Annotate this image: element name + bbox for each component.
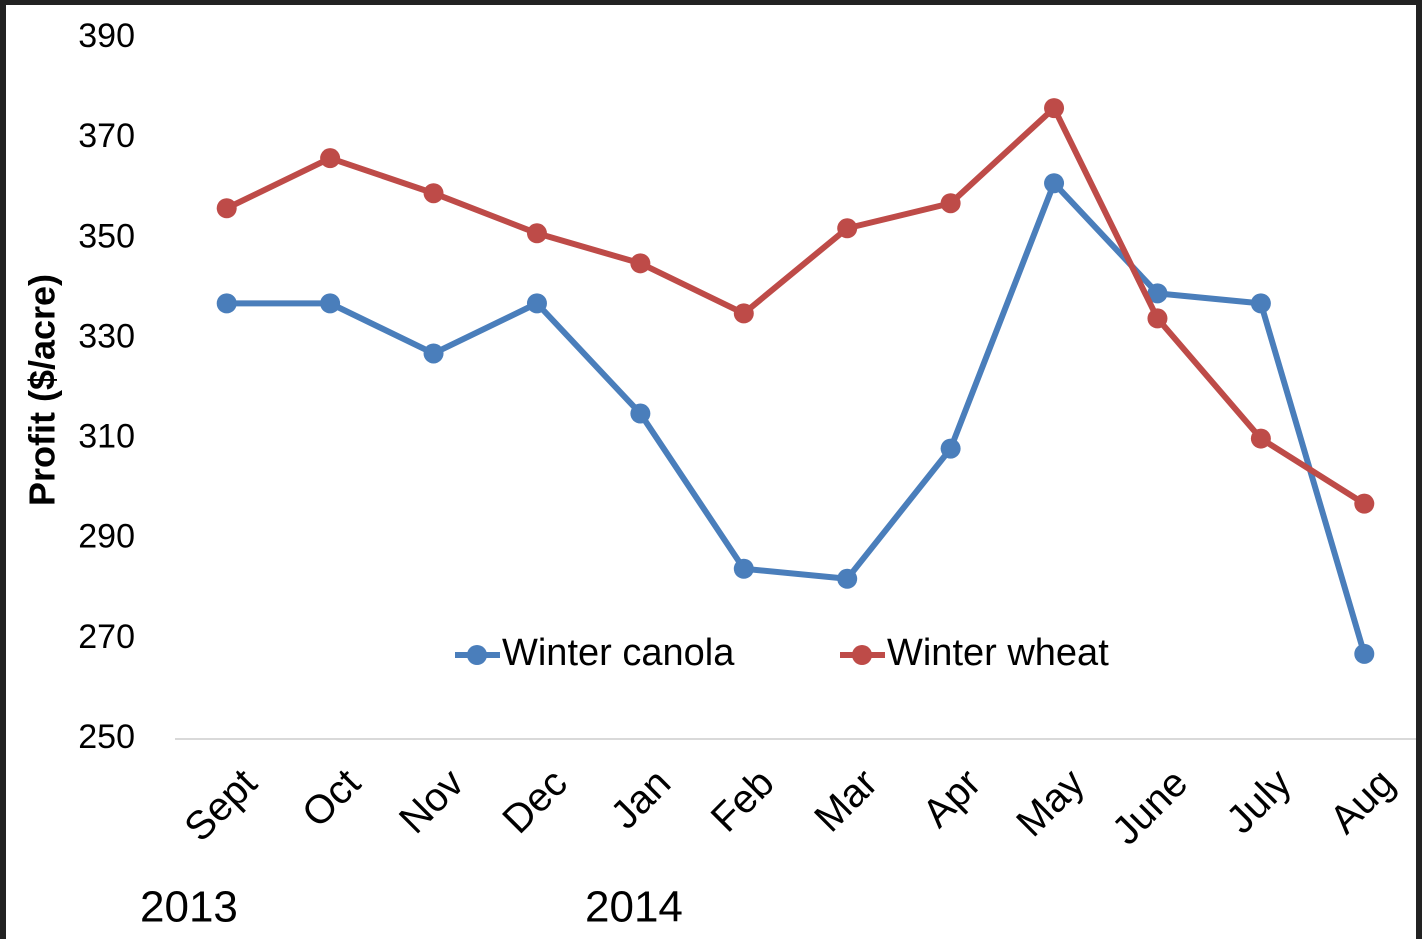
y-tick-label: 370 (78, 117, 135, 155)
chart-background (6, 5, 1416, 939)
data-point (320, 293, 341, 314)
y-tick-label: 270 (78, 618, 135, 656)
data-point (1044, 98, 1065, 119)
legend-marker (852, 645, 872, 665)
y-tick-label: 250 (78, 718, 135, 756)
y-tick-label: 330 (78, 317, 135, 355)
data-point (1354, 643, 1375, 664)
y-axis-label: Profit ($/acre) (22, 274, 63, 506)
data-point (423, 183, 444, 204)
data-point (526, 293, 547, 314)
data-point (1250, 293, 1271, 314)
y-tick-label: 350 (78, 217, 135, 255)
data-point (320, 148, 341, 169)
y-tick-label: 390 (78, 17, 135, 55)
series-line (226, 180, 1368, 655)
data-point (526, 223, 547, 244)
legend-label: Winter wheat (887, 632, 1109, 674)
data-point (733, 558, 754, 579)
data-point (1044, 173, 1065, 194)
data-point (733, 303, 754, 324)
data-point (423, 343, 444, 364)
data-point (216, 293, 237, 314)
y-tick-label: 290 (78, 518, 135, 556)
data-point (216, 198, 237, 219)
data-point (1354, 493, 1375, 514)
annotation: 2013 (140, 883, 238, 932)
data-point (940, 193, 961, 214)
legend-label: Winter canola (502, 632, 735, 674)
data-point (940, 438, 961, 459)
y-tick-label: 310 (78, 418, 135, 456)
data-point (1147, 308, 1168, 329)
legend-marker (467, 645, 487, 665)
data-point (630, 403, 651, 424)
series-line (225, 105, 1366, 507)
data-point (630, 253, 651, 274)
data-point (837, 568, 858, 589)
data-point (1250, 428, 1271, 449)
data-point (1147, 283, 1168, 304)
annotation: 2014 (585, 883, 683, 932)
data-point (837, 218, 858, 239)
